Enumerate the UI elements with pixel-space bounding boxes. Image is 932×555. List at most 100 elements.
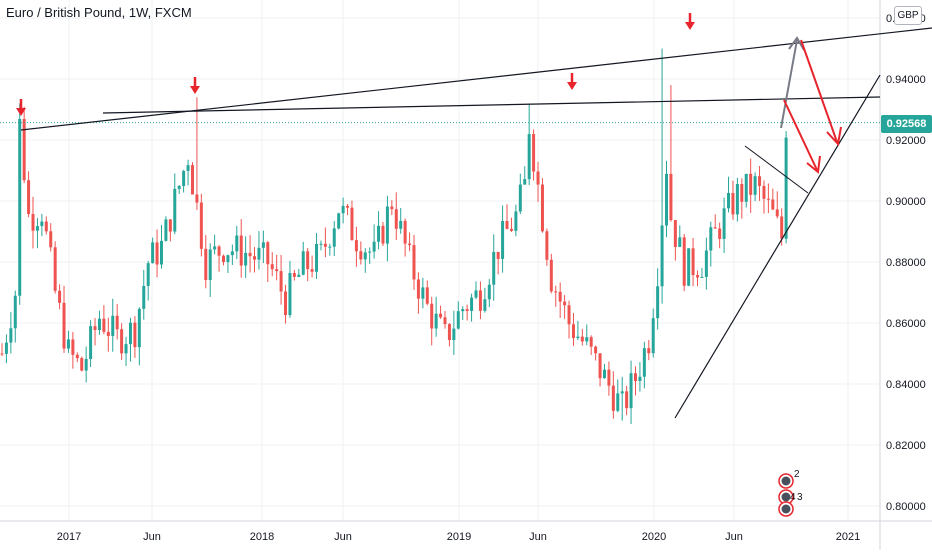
candle-body (762, 185, 766, 199)
candle-body (230, 251, 234, 256)
event-marker-count: 3 (797, 492, 803, 503)
candle-body (598, 353, 602, 379)
event-marker-3-dot (781, 504, 791, 514)
event-marker-count: 2 (794, 469, 800, 480)
candle-body (377, 225, 381, 242)
x-tick-label: 2018 (250, 531, 274, 543)
candle-body (771, 199, 775, 210)
candle-body (492, 251, 496, 285)
candle-body (682, 237, 686, 286)
projection-arrow-up-head (788, 36, 805, 51)
resistance-trendline-horizontal (102, 96, 881, 114)
peak-arrow-4-head (685, 22, 695, 30)
candle-body (319, 243, 323, 245)
y-tick-label: 0.90000 (886, 196, 926, 208)
candle-body (337, 213, 341, 229)
candle-body (297, 274, 301, 277)
candle-body (106, 331, 110, 336)
candle-body (669, 173, 673, 221)
candle-body (523, 179, 527, 185)
candle-body (749, 173, 753, 195)
candle-body (554, 291, 558, 293)
candle-body (128, 322, 132, 345)
candle-body (332, 228, 336, 247)
candle-body (275, 269, 279, 272)
candle-body (673, 220, 677, 247)
candle-body (217, 246, 221, 256)
candle-body (261, 242, 265, 248)
y-tick-label: 0.94000 (886, 74, 926, 86)
x-tick-label: Jun (334, 531, 352, 543)
candle-body (168, 219, 172, 232)
candle-body (133, 322, 137, 348)
candle-body (44, 221, 48, 232)
candle-body (447, 324, 451, 341)
candle-body (195, 194, 199, 203)
candle-body (758, 176, 762, 186)
candle-body (151, 242, 155, 264)
candle-body (385, 206, 389, 244)
candle-body (80, 358, 84, 371)
candle-body (0, 353, 4, 355)
candle-body (514, 211, 518, 231)
candle-body (518, 184, 522, 212)
event-marker-count: 4 (790, 492, 796, 503)
candle-body (97, 318, 101, 331)
resistance-trendline-upper (20, 27, 932, 131)
candle-body (536, 171, 540, 185)
candle-body (177, 185, 181, 189)
candle-body (665, 173, 668, 226)
candle-body (204, 248, 208, 280)
candle-body (629, 373, 633, 409)
candle-body (49, 231, 53, 248)
candle-body (696, 275, 700, 278)
candle-body (465, 309, 469, 311)
candle-body (740, 184, 744, 202)
candle-body (744, 173, 748, 202)
candle-body (527, 134, 531, 180)
candle-body (775, 209, 779, 217)
candle-body (443, 317, 447, 325)
candle-body (142, 285, 146, 309)
currency-badge[interactable]: GBP (894, 6, 922, 25)
candle-body (213, 246, 217, 250)
candle-body (753, 176, 757, 195)
candle-body (115, 315, 119, 330)
candle-body (625, 391, 629, 409)
candle-body (58, 290, 62, 303)
candle-body (567, 305, 571, 325)
chart-title: Euro / British Pound, 1W, FXCM (6, 5, 192, 20)
candle-body (323, 243, 327, 247)
event-marker-1-dot (781, 476, 791, 486)
candle-body (350, 207, 354, 241)
candle-body (434, 313, 438, 329)
candle-body (651, 318, 655, 354)
peak-arrow-1-head (16, 108, 26, 116)
candle-body (368, 251, 372, 253)
candle-body (704, 250, 708, 277)
candle-body (53, 247, 57, 291)
candle-body (470, 297, 474, 311)
candle-body (186, 165, 190, 171)
candle-body (359, 251, 363, 260)
candle-body (381, 225, 385, 244)
candle-body (155, 242, 159, 265)
candle-body (403, 220, 407, 244)
candle-body (660, 225, 664, 287)
candle-body (487, 284, 491, 300)
candle-body (40, 221, 44, 227)
candle-body (713, 227, 717, 229)
x-tick-label: 2021 (836, 531, 860, 543)
support-trendline (674, 74, 881, 419)
candle-body (532, 134, 536, 172)
candle-body (239, 235, 243, 266)
candle-body (284, 291, 288, 316)
y-tick-label: 0.92000 (886, 135, 926, 147)
candle-body (412, 245, 416, 280)
candle-body (576, 336, 580, 339)
candle-body (71, 339, 75, 355)
candle-body (642, 348, 646, 377)
candle-body (235, 235, 239, 252)
y-tick-label: 0.84000 (886, 379, 926, 391)
